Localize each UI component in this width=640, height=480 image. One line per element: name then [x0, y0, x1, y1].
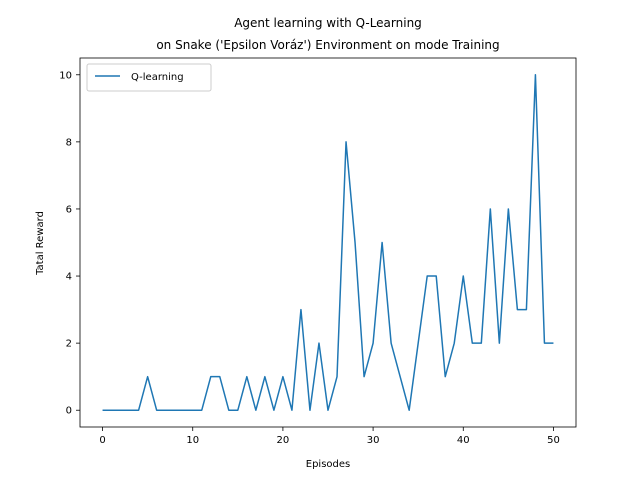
- y-axis-label: Tatal Reward: [35, 211, 46, 276]
- plot-area: 0 10 20 30 40 50 0 2 4 6 8 10: [59, 57, 577, 446]
- chart-title: Agent learning with Q-Learning: [234, 16, 422, 30]
- y-tick-label: 2: [66, 339, 72, 350]
- y-tick-label: 4: [66, 272, 72, 283]
- y-tick-label: 0: [66, 406, 72, 417]
- chart-subtitle: on Snake ('Epsilon Voráz') Environment o…: [156, 38, 499, 52]
- x-tick-label: 0: [99, 435, 105, 446]
- x-tick-label: 20: [277, 435, 290, 446]
- x-tick-label: 40: [457, 435, 470, 446]
- series-line-0: [102, 74, 554, 411]
- x-axis-label: Episodes: [306, 459, 350, 470]
- x-tick-label: 30: [367, 435, 380, 446]
- legend: Q-learning: [86, 63, 212, 92]
- y-tick-label: 8: [66, 137, 72, 148]
- legend-label-q-learning: Q-learning: [131, 72, 184, 83]
- axes-frame: [79, 57, 577, 428]
- x-tick-label: 10: [186, 435, 199, 446]
- y-tick-label: 6: [66, 204, 72, 215]
- x-tick-label: 50: [547, 435, 560, 446]
- y-tick-label: 10: [59, 70, 72, 81]
- legend-box: [86, 63, 212, 92]
